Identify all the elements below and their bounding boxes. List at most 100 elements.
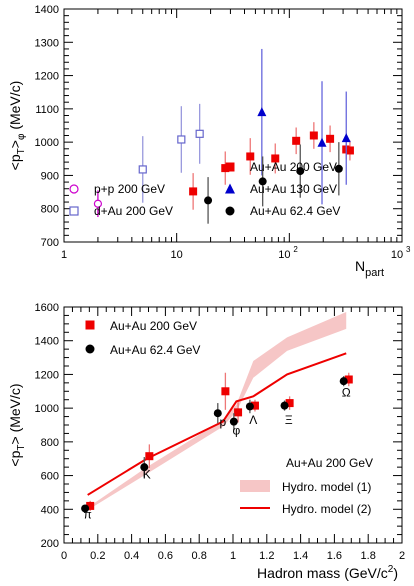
x2-tick-label: 1.2 xyxy=(259,550,274,562)
legend-label: Hydro. model (1) xyxy=(282,480,371,494)
y-tick-label: 1300 xyxy=(35,37,59,49)
data-point xyxy=(334,164,343,173)
legend-marker xyxy=(225,206,235,216)
y2-title-part-a: <p xyxy=(7,450,23,466)
y2-tick-label: 400 xyxy=(41,504,59,516)
legend-marker xyxy=(85,320,95,330)
panel-centrality-x-axis-title: Npart xyxy=(355,258,384,279)
y-title-sub-phi: φ xyxy=(16,133,27,140)
y-title-part-e: (MeV/c) xyxy=(7,81,23,134)
hydro-model-1-band xyxy=(87,312,347,511)
x-tick-label: 10 xyxy=(278,249,290,261)
panel-centrality-y-axis-title: <pT>φ (MeV/c) xyxy=(7,81,27,171)
y-tick-label: 1000 xyxy=(35,137,59,149)
x-title-sub: part xyxy=(365,267,384,279)
panel-centrality-frame xyxy=(63,8,403,243)
legend-label: Hydro. model (2) xyxy=(282,502,371,516)
y-title-part-a: <p xyxy=(7,154,23,170)
x-tick-label: 10 xyxy=(171,249,183,261)
y-tick-label: 700 xyxy=(41,237,59,249)
y-title-part-c: > xyxy=(7,140,23,148)
y2-tick-label: 800 xyxy=(41,437,59,449)
y-tick-label: 900 xyxy=(41,170,59,182)
y2-tick-label: 1000 xyxy=(35,403,59,415)
y2-tick-label: 1200 xyxy=(35,369,59,381)
data-point xyxy=(271,154,280,163)
y2-tick-label: 200 xyxy=(41,538,59,550)
legend-marker xyxy=(225,162,235,172)
y2-tick-label: 1400 xyxy=(35,336,59,348)
x-tick-exponent: 3 xyxy=(406,245,411,254)
legend-marker xyxy=(69,206,79,216)
data-point xyxy=(246,152,255,161)
particle-label: Ω xyxy=(342,385,351,399)
data-point xyxy=(140,463,149,472)
y2-tick-label: 600 xyxy=(41,471,59,483)
x2-title-part-c: ) xyxy=(393,565,398,581)
panel-hadron-mass: 200 400 600 800 1000 1200 1400 1600 0 0.2 0.4 0.6 0.… xyxy=(7,302,405,581)
legend-label: p+p 200 GeV xyxy=(94,182,165,196)
x-tick-label: 1 xyxy=(61,249,67,261)
particle-label: p xyxy=(220,415,227,429)
x2-tick-label: 0.6 xyxy=(158,550,173,562)
data-point xyxy=(280,401,289,410)
data-point xyxy=(339,377,348,386)
data-point xyxy=(344,375,353,384)
data-point xyxy=(257,107,267,117)
legend-label: d+Au 200 GeV xyxy=(94,204,173,218)
data-point xyxy=(292,136,301,145)
x-tick-label: 10 xyxy=(391,249,403,261)
data-point xyxy=(221,164,230,173)
y2-title-sub-t: T xyxy=(16,445,27,451)
panel-centrality-marks xyxy=(93,48,354,224)
legend-marker xyxy=(225,183,235,194)
legend-label: Au+Au 130 GeV xyxy=(250,182,337,196)
legend-marker xyxy=(69,184,79,194)
data-point xyxy=(213,409,222,418)
data-point xyxy=(245,402,254,411)
hydro-model-2-line xyxy=(87,352,347,496)
data-point xyxy=(317,137,327,147)
y2-tick-label: 1600 xyxy=(35,302,59,314)
particle-label: π xyxy=(84,508,92,522)
data-point xyxy=(81,504,90,513)
y-tick-label: 1100 xyxy=(35,104,59,116)
panel-hadron-mass-y-axis-title: <pT> (MeV/c) xyxy=(7,383,27,466)
data-point xyxy=(204,196,213,205)
y-tick-label: 1400 xyxy=(35,4,59,16)
data-point xyxy=(326,134,335,143)
x-tick-exponent: 2 xyxy=(293,245,298,254)
data-point xyxy=(345,146,354,155)
particle-label: Λ xyxy=(249,413,257,427)
data-point xyxy=(341,133,351,143)
x2-tick-label: 1.6 xyxy=(327,550,342,562)
data-point xyxy=(285,399,294,408)
particle-label: Ξ xyxy=(285,413,293,427)
x2-tick-label: 0 xyxy=(61,550,67,562)
y-tick-label: 800 xyxy=(41,204,59,216)
data-point xyxy=(234,408,243,417)
panel-hadron-mass-x-axis-title: Hadron mass (GeV/c2) xyxy=(257,564,398,581)
data-point xyxy=(189,187,198,196)
data-point xyxy=(195,129,204,138)
x2-tick-label: 2 xyxy=(399,550,405,562)
x2-tick-label: 1.4 xyxy=(293,550,308,562)
data-point xyxy=(86,501,95,510)
x2-tick-label: 0.4 xyxy=(124,550,139,562)
particle-label: φ xyxy=(232,423,240,437)
x2-title-sup: 2 xyxy=(388,564,394,575)
x2-tick-label: 1.8 xyxy=(361,550,376,562)
x-title-main: N xyxy=(355,258,365,274)
x2-tick-label: 0.2 xyxy=(90,550,105,562)
data-point xyxy=(93,199,103,208)
panel-centrality-legend: p+p 200 GeV d+Au 200 GeV Au+Au 200 GeV Au+A… xyxy=(69,160,340,218)
data-point xyxy=(229,417,238,426)
y2-title-part-c: > (MeV/c) xyxy=(7,383,23,444)
particle-label: K xyxy=(143,468,151,482)
data-point xyxy=(309,131,318,140)
legend-marker xyxy=(85,344,95,354)
